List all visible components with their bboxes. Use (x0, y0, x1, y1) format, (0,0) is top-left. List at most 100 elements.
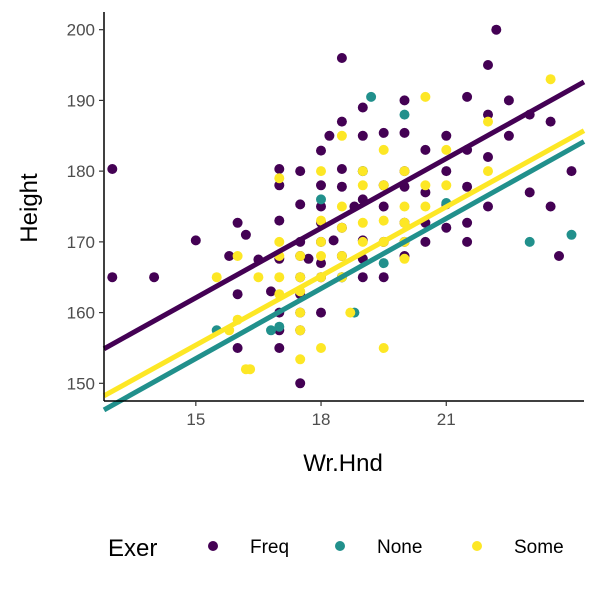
point-freq (295, 199, 306, 210)
point-some (253, 272, 264, 283)
point-some (316, 251, 326, 261)
point-some (399, 201, 410, 212)
point-freq (232, 343, 243, 353)
point-some (378, 343, 389, 353)
legend-key-some (472, 541, 482, 551)
point-freq (316, 307, 326, 318)
axes: 15 18 21 150 160 170 180 190 200 (67, 12, 584, 429)
point-some (245, 364, 256, 375)
point-freq (441, 166, 452, 177)
point-freq (149, 272, 160, 283)
point-freq (266, 286, 276, 297)
point-freq (420, 236, 431, 247)
point-some (316, 215, 326, 226)
point-freq (295, 166, 306, 177)
point-freq (316, 258, 326, 269)
point-freq (107, 272, 118, 283)
point-freq (524, 187, 535, 198)
legend-key-none (335, 541, 345, 551)
point-some (378, 144, 389, 155)
point-some (336, 222, 347, 233)
y-tick-label: 150 (67, 374, 95, 393)
point-some (378, 180, 389, 191)
point-freq (232, 217, 243, 228)
point-freq (441, 222, 452, 233)
point-some (420, 180, 431, 191)
point-some (211, 272, 222, 283)
point-freq (399, 95, 410, 106)
point-freq (420, 144, 431, 155)
point-some (441, 144, 452, 155)
point-freq (462, 217, 473, 228)
y-tick-label: 200 (67, 21, 95, 40)
point-freq (240, 229, 251, 240)
point-freq (336, 53, 347, 63)
point-freq (316, 201, 326, 212)
point-none (316, 194, 326, 205)
legend-label-none: None (377, 537, 422, 558)
point-some (378, 215, 389, 226)
point-freq (483, 109, 493, 120)
x-tick-label: 21 (437, 410, 456, 429)
point-some (274, 173, 285, 184)
plot-panel (107, 24, 577, 389)
point-freq (483, 201, 493, 212)
y-tick-label: 170 (67, 233, 95, 252)
point-freq (462, 181, 473, 192)
y-axis-title: Height (16, 173, 43, 243)
point-freq (336, 164, 347, 174)
point-freq (399, 127, 410, 138)
point-freq (483, 152, 493, 162)
point-freq (503, 95, 514, 106)
legend-key-freq (208, 541, 218, 551)
point-freq (336, 181, 347, 192)
point-some (420, 201, 431, 212)
point-freq (545, 201, 556, 212)
point-some (545, 74, 556, 85)
point-some (316, 166, 326, 177)
point-some (483, 166, 493, 177)
legend-label-some: Some (514, 537, 564, 558)
legend-title: Exer (108, 535, 157, 562)
point-freq (316, 145, 326, 156)
point-freq (274, 180, 285, 191)
point-some (399, 253, 410, 264)
fit-line-some (102, 128, 586, 399)
point-none (366, 91, 377, 102)
point-freq (462, 236, 473, 247)
y-tick-label: 190 (67, 91, 95, 110)
point-some (483, 116, 493, 127)
point-some (399, 166, 410, 177)
point-freq (357, 130, 368, 141)
point-none (266, 325, 276, 336)
point-some (274, 272, 285, 283)
point-freq (107, 164, 118, 174)
point-some (295, 354, 306, 365)
point-freq (232, 289, 243, 300)
point-some (357, 217, 368, 228)
point-freq (378, 272, 389, 283)
point-none (399, 109, 410, 120)
fit-lines (102, 79, 586, 413)
point-freq (545, 116, 556, 127)
point-some (295, 272, 306, 283)
fit-line-freq (102, 79, 586, 351)
point-some (345, 307, 356, 318)
point-freq (274, 343, 285, 353)
point-some (295, 325, 306, 336)
point-some (441, 180, 452, 191)
point-none (378, 258, 389, 269)
point-freq (224, 251, 235, 261)
x-tick-label: 18 (312, 410, 331, 429)
point-freq (483, 60, 493, 70)
point-some (420, 91, 431, 102)
point-some (274, 236, 285, 247)
point-freq (316, 180, 326, 191)
x-tick-label: 15 (186, 410, 205, 429)
point-some (295, 307, 306, 318)
point-freq (295, 378, 306, 389)
point-freq (303, 253, 314, 264)
point-freq (274, 164, 285, 174)
point-freq (190, 235, 201, 246)
